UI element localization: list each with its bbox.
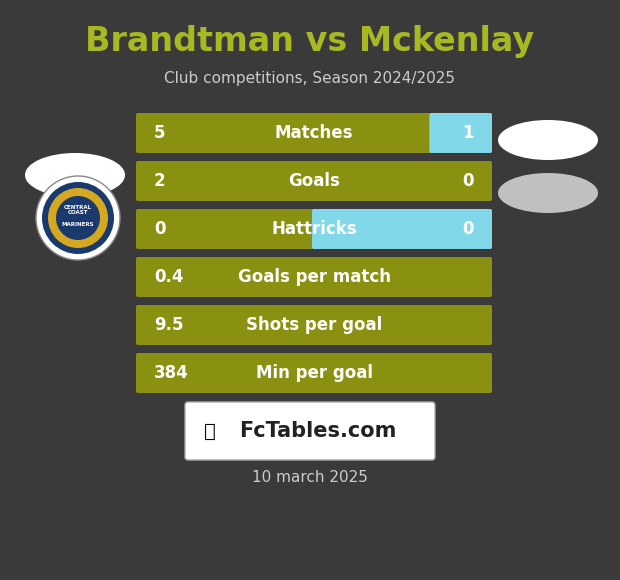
- Circle shape: [42, 182, 114, 254]
- Text: CENTRAL
COAST: CENTRAL COAST: [64, 205, 92, 215]
- Text: Hattricks: Hattricks: [271, 220, 357, 238]
- Text: 0: 0: [154, 220, 166, 238]
- Text: 0: 0: [463, 172, 474, 190]
- Text: Brandtman vs Mckenlay: Brandtman vs Mckenlay: [86, 26, 534, 59]
- FancyBboxPatch shape: [136, 353, 492, 393]
- FancyBboxPatch shape: [136, 305, 492, 345]
- Circle shape: [36, 176, 120, 260]
- Text: Shots per goal: Shots per goal: [246, 316, 382, 334]
- Circle shape: [56, 196, 100, 240]
- Ellipse shape: [498, 173, 598, 213]
- Text: FcTables.com: FcTables.com: [239, 421, 397, 441]
- Text: 384: 384: [154, 364, 188, 382]
- FancyBboxPatch shape: [429, 113, 492, 153]
- Text: Min per goal: Min per goal: [255, 364, 373, 382]
- Text: 10 march 2025: 10 march 2025: [252, 470, 368, 485]
- Text: Matches: Matches: [275, 124, 353, 142]
- FancyBboxPatch shape: [136, 161, 492, 201]
- FancyBboxPatch shape: [312, 209, 492, 249]
- FancyBboxPatch shape: [136, 257, 492, 297]
- Ellipse shape: [498, 120, 598, 160]
- Text: 📊: 📊: [204, 422, 216, 440]
- Text: 0: 0: [463, 220, 474, 238]
- Text: MARINERS: MARINERS: [61, 222, 94, 227]
- Text: 1: 1: [463, 124, 474, 142]
- Text: 0.4: 0.4: [154, 268, 184, 286]
- FancyBboxPatch shape: [185, 402, 435, 460]
- Text: 5: 5: [154, 124, 166, 142]
- FancyBboxPatch shape: [136, 209, 492, 249]
- FancyBboxPatch shape: [136, 113, 492, 153]
- Text: Goals: Goals: [288, 172, 340, 190]
- Circle shape: [48, 188, 108, 248]
- Text: Club competitions, Season 2024/2025: Club competitions, Season 2024/2025: [164, 71, 456, 85]
- Text: Goals per match: Goals per match: [237, 268, 391, 286]
- Ellipse shape: [25, 153, 125, 197]
- Text: 2: 2: [154, 172, 166, 190]
- Text: 9.5: 9.5: [154, 316, 184, 334]
